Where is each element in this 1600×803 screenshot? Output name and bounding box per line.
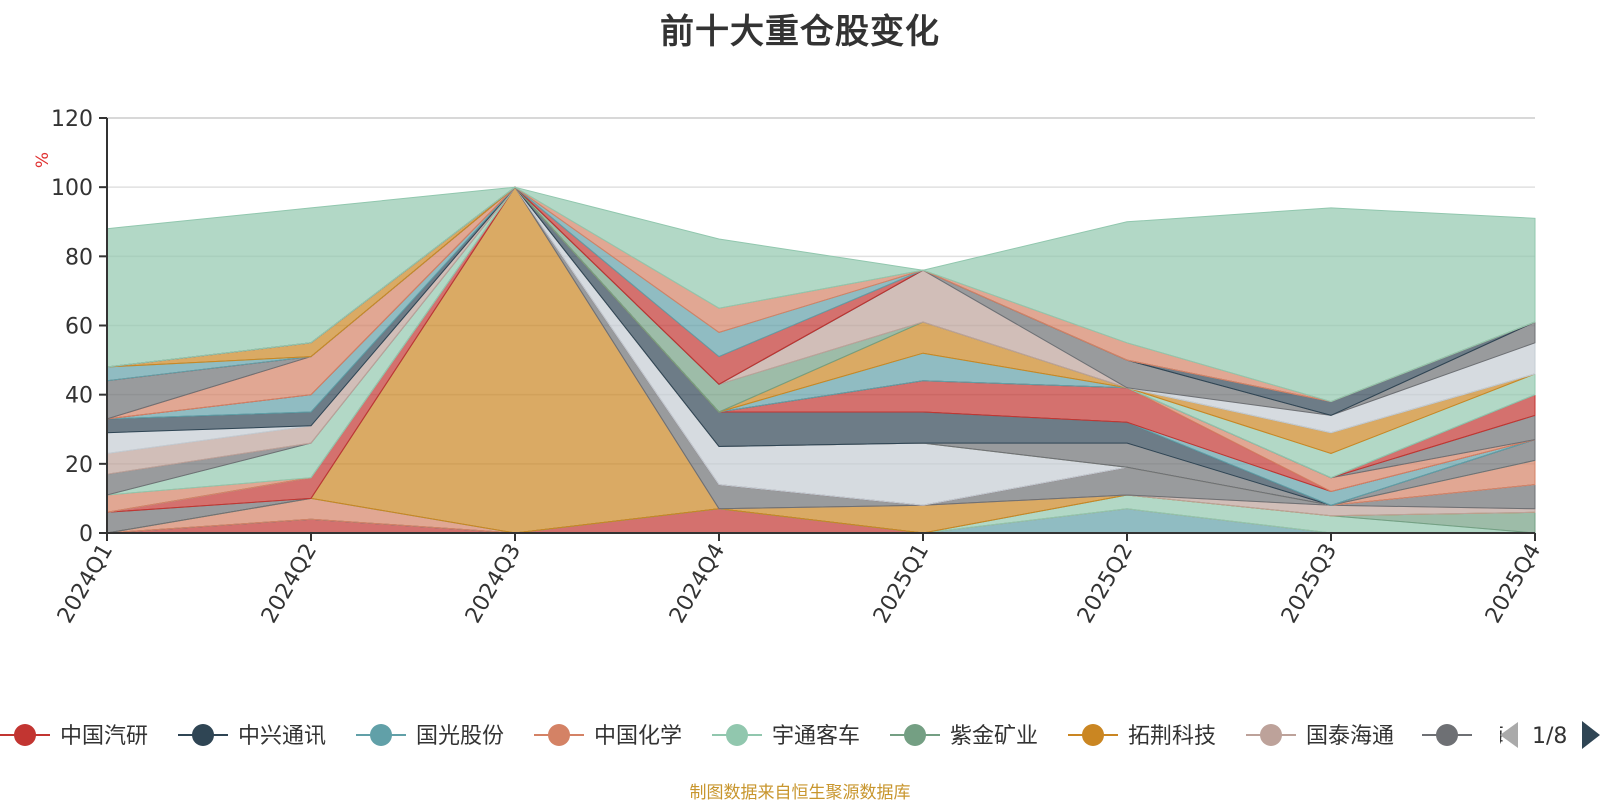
legend-marker [1436,724,1458,746]
x-tick-label: 2025Q3 [1277,540,1342,628]
legend-item[interactable]: 中国汽研 [0,724,148,749]
y-tick-label: 20 [65,453,93,478]
x-tick-label: 2024Q4 [665,540,730,628]
legend-label: 国泰海通 [1306,724,1394,749]
legend-marker [192,724,214,746]
x-tick-label: 2025Q4 [1481,540,1546,628]
legend-item[interactable]: 拓荆科技 [1068,724,1216,749]
y-tick-label: 0 [79,522,93,547]
legend: 中国汽研中兴通讯国光股份中国化学宇通客车紫金矿业拓荆科技国泰海通海1/8 [0,715,1600,755]
legend-marker [904,724,926,746]
y-tick-label: 100 [51,176,93,201]
x-tick-label: 2025Q2 [1073,540,1138,628]
legend-item[interactable]: 国泰海通 [1246,724,1394,749]
legend-item[interactable]: 中国化学 [534,724,682,749]
y-tick-label: 80 [65,245,93,270]
y-tick-label: 120 [51,107,93,132]
legend-label: 拓荆科技 [1128,724,1216,749]
legend-label: 宇通客车 [772,724,860,749]
x-tick-label: 2024Q2 [257,540,322,628]
area-series [106,186,1536,534]
x-tick-label: 2024Q3 [461,540,526,628]
legend-next-page-icon[interactable] [1582,721,1600,749]
legend-label: 中国汽研 [60,724,148,749]
legend-marker [1260,724,1282,746]
legend-marker [14,724,36,746]
legend-item[interactable]: 紫金矿业 [890,724,1038,749]
legend-marker [370,724,392,746]
legend-item[interactable]: 中兴通讯 [178,724,326,749]
chart-title: 前十大重仓股变化 [660,12,940,52]
legend-clip [1482,715,1500,755]
legend-page-indicator: 1/8 [1532,724,1567,749]
y-tick-label: 40 [65,384,93,409]
y-axis-unit-label: % [33,152,53,168]
legend-marker [726,724,748,746]
legend-prev-page-icon[interactable] [1500,722,1518,748]
legend-label: 紫金矿业 [950,724,1038,749]
legend-marker [1082,724,1104,746]
legend-item[interactable]: 宇通客车 [712,724,860,749]
y-tick-label: 60 [65,315,93,340]
legend-label: 国光股份 [416,724,504,749]
legend-label: 中国化学 [594,724,682,749]
legend-item[interactable]: 国光股份 [356,724,504,749]
legend-label: 中兴通讯 [238,724,326,749]
data-source-note: 制图数据来自恒生聚源数据库 [689,783,911,803]
legend-marker [548,724,570,746]
x-tick-label: 2025Q1 [869,540,934,628]
area-series-35 [106,186,1536,403]
x-tick-label: 2024Q1 [53,540,118,628]
